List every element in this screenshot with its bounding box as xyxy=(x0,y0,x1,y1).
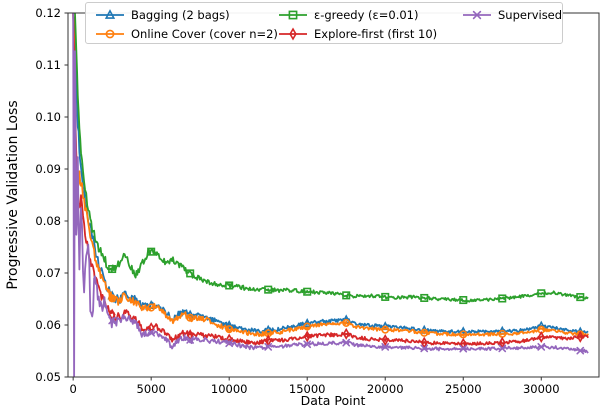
y-tick-label: 0.11 xyxy=(35,58,61,72)
y-tick-label: 0.12 xyxy=(35,6,61,20)
x-marker-icon xyxy=(420,344,429,353)
square-marker-icon xyxy=(288,10,298,20)
legend-label: Supervised xyxy=(498,8,563,22)
circle-marker-icon xyxy=(186,313,195,322)
y-tick-label: 0.09 xyxy=(35,162,61,176)
x-tick-label: 25000 xyxy=(445,382,482,396)
legend-label: Bagging (2 bags) xyxy=(131,8,230,22)
legend-item-bagging: Bagging (2 bags) xyxy=(95,6,230,24)
square-marker-icon xyxy=(420,293,429,302)
explore-first-line-marker-icon xyxy=(278,27,308,41)
legend-line-sample xyxy=(463,10,491,20)
series-line-online_cover xyxy=(72,13,589,337)
diamond-marker-icon xyxy=(289,27,297,41)
series-explore_first xyxy=(72,13,589,350)
legend-item-eps-greedy: ε-greedy (ε=0.01) xyxy=(278,6,418,24)
x-marker-icon xyxy=(342,338,351,347)
eps-greedy-line-marker-icon xyxy=(278,8,308,22)
diamond-marker-icon xyxy=(420,336,428,349)
series-layer xyxy=(72,13,589,377)
legend-line-sample xyxy=(96,9,124,19)
square-marker-icon xyxy=(147,247,156,256)
x-marker-icon xyxy=(459,344,468,353)
x-tick-label: 5000 xyxy=(137,382,166,396)
diamond-marker-icon xyxy=(303,330,311,343)
diamond-marker-icon xyxy=(381,334,389,347)
legend-item-supervised: Supervised xyxy=(462,6,562,24)
square-marker-icon xyxy=(381,292,390,301)
legend-line-sample xyxy=(96,29,124,39)
circle-marker-icon xyxy=(108,294,117,303)
y-tick-label: 0.07 xyxy=(35,266,61,280)
circle-marker-icon xyxy=(147,303,156,312)
x-marker-icon xyxy=(576,346,585,355)
x-marker-icon xyxy=(472,10,482,20)
diamond-marker-icon xyxy=(537,330,545,343)
x-marker-icon xyxy=(381,342,390,351)
series-line-eps_greedy xyxy=(73,13,589,303)
y-tick-label: 0.05 xyxy=(35,370,61,384)
legend: Bagging (2 bags) Online Cover (cover n=2… xyxy=(85,2,563,44)
series-eps_greedy xyxy=(73,13,589,305)
y-tick-label: 0.10 xyxy=(35,110,61,124)
diamond-marker-icon xyxy=(342,327,350,340)
circle-marker-icon xyxy=(303,322,312,331)
circle-marker-icon xyxy=(225,325,234,334)
series-bagging xyxy=(72,16,589,336)
circle-marker-icon xyxy=(420,328,429,337)
legend-label: Explore-first (first 10) xyxy=(314,27,438,41)
diamond-marker-icon xyxy=(576,330,584,343)
square-marker-icon xyxy=(498,294,507,303)
y-axis-label: Progressive Validation Loss xyxy=(5,100,21,290)
x-marker-icon xyxy=(147,328,156,337)
x-tick-label: 0 xyxy=(69,382,76,396)
legend-item-explore-first: Explore-first (first 10) xyxy=(278,25,437,43)
y-tick-label: 0.08 xyxy=(35,214,61,228)
square-marker-icon xyxy=(576,293,585,302)
bagging-line-marker-icon xyxy=(95,8,125,22)
y-tick-label: 0.06 xyxy=(35,318,61,332)
square-marker-icon xyxy=(264,285,273,294)
x-marker-icon xyxy=(225,339,234,348)
x-tick-label: 20000 xyxy=(367,382,404,396)
x-marker-icon xyxy=(537,342,546,351)
x-marker-icon xyxy=(186,335,195,344)
legend-label: ε-greedy (ε=0.01) xyxy=(314,8,419,22)
square-marker-icon xyxy=(225,281,234,290)
axes-layer: 0.05 0.06 0.07 0.08 0.09 0.10 0.11 0.12 0 5000 100… xyxy=(35,6,600,396)
series-line-explore_first xyxy=(72,13,589,346)
series-online_cover xyxy=(72,13,589,339)
supervised-line-marker-icon xyxy=(462,8,492,22)
x-marker-icon xyxy=(108,316,117,325)
legend-line-sample xyxy=(279,10,307,20)
series-supervised xyxy=(72,13,589,377)
square-marker-icon xyxy=(108,264,117,274)
x-marker-icon xyxy=(303,340,312,349)
legend-label: Online Cover (cover n=2) xyxy=(131,27,278,41)
x-marker-icon xyxy=(498,344,507,353)
legend-line-sample xyxy=(279,27,307,41)
square-marker-icon xyxy=(342,291,351,300)
triangle-marker-icon xyxy=(104,9,116,19)
circle-marker-icon xyxy=(105,29,115,39)
diamond-marker-icon xyxy=(498,336,506,349)
online-cover-line-marker-icon xyxy=(95,27,125,41)
square-marker-icon xyxy=(303,287,312,296)
x-tick-label: 30000 xyxy=(523,382,560,396)
x-marker-icon xyxy=(264,342,273,351)
circle-marker-icon xyxy=(459,330,468,339)
series-line-bagging xyxy=(72,16,589,335)
x-tick-label: 10000 xyxy=(211,382,248,396)
circle-marker-icon xyxy=(342,318,351,327)
square-marker-icon xyxy=(537,289,546,298)
circle-marker-icon xyxy=(381,325,390,334)
x-axis-label: Data Point xyxy=(300,393,366,408)
square-marker-icon xyxy=(186,269,195,278)
legend-item-online-cover: Online Cover (cover n=2) xyxy=(95,25,278,43)
square-marker-icon xyxy=(459,296,468,305)
x-tick-label: 15000 xyxy=(289,382,326,396)
